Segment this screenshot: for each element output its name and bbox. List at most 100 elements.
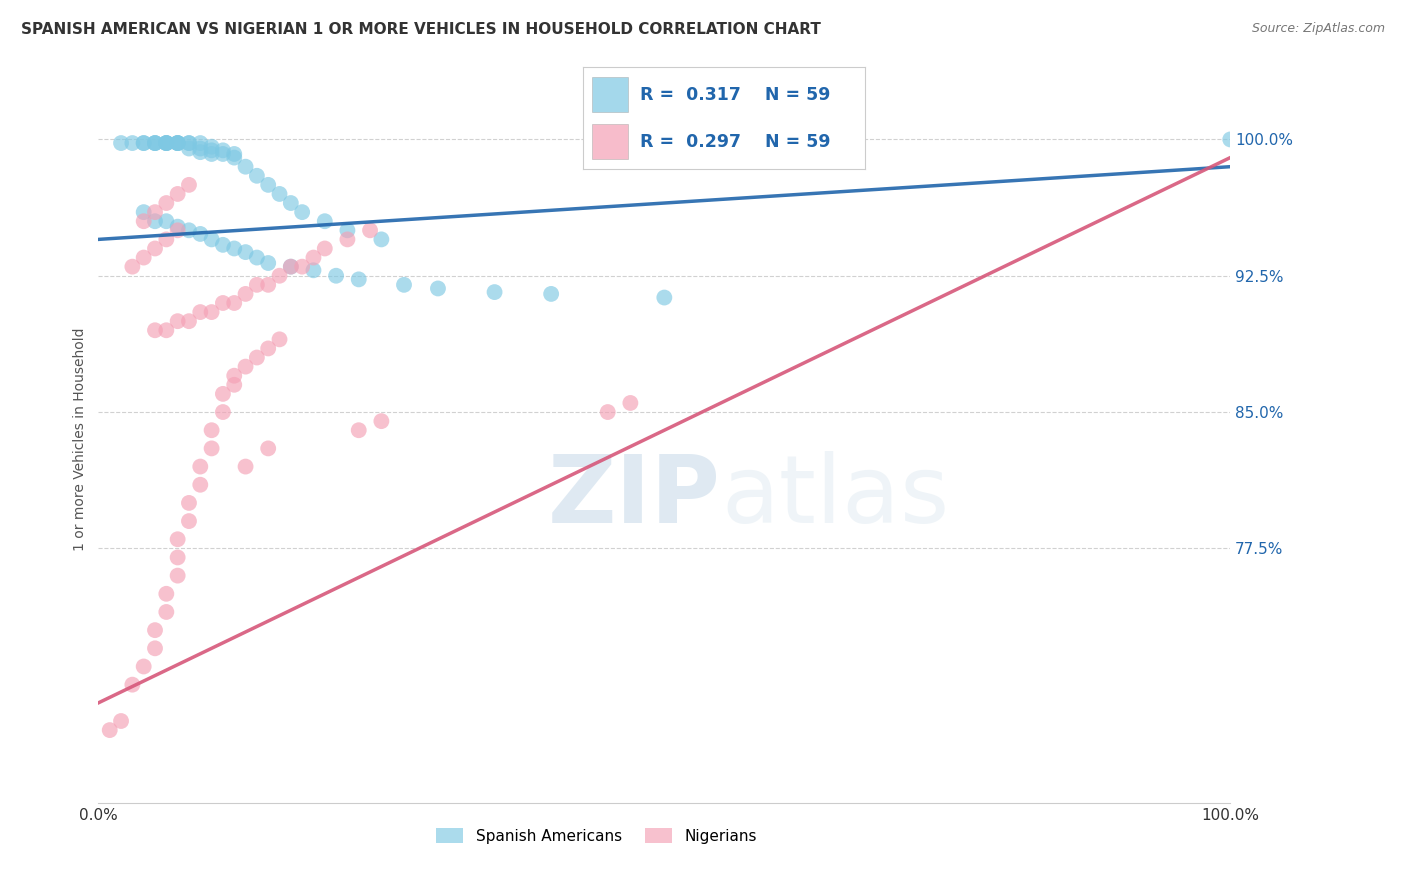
Point — [166, 314, 188, 328]
Point — [177, 178, 200, 192]
Point — [212, 405, 235, 419]
Point — [98, 723, 121, 737]
Text: SPANISH AMERICAN VS NIGERIAN 1 OR MORE VEHICLES IN HOUSEHOLD CORRELATION CHART: SPANISH AMERICAN VS NIGERIAN 1 OR MORE V… — [21, 22, 821, 37]
Point — [132, 251, 155, 265]
Point — [347, 423, 370, 437]
Point — [224, 377, 246, 392]
Point — [132, 136, 155, 150]
Point — [143, 242, 166, 256]
Legend: Spanish Americans, Nigerians: Spanish Americans, Nigerians — [430, 822, 763, 850]
Point — [224, 151, 246, 165]
Point — [1219, 132, 1241, 146]
Point — [201, 423, 224, 437]
Point — [155, 196, 177, 211]
Point — [188, 227, 211, 241]
Point — [257, 256, 280, 270]
Point — [257, 442, 280, 456]
Point — [370, 232, 392, 246]
Point — [257, 277, 280, 292]
Point — [188, 145, 211, 160]
Point — [166, 136, 188, 150]
Point — [143, 136, 166, 150]
Point — [201, 442, 224, 456]
Point — [177, 223, 200, 237]
Point — [235, 160, 257, 174]
Point — [359, 223, 381, 237]
Point — [121, 260, 143, 274]
Point — [155, 136, 177, 150]
Point — [166, 223, 188, 237]
Point — [280, 196, 302, 211]
Point — [155, 136, 177, 150]
Point — [246, 351, 269, 365]
Point — [246, 251, 269, 265]
Point — [370, 414, 392, 428]
Point — [540, 286, 562, 301]
Point — [224, 368, 246, 383]
Point — [132, 205, 155, 219]
Point — [143, 214, 166, 228]
Point — [188, 141, 211, 155]
Point — [188, 136, 211, 150]
Point — [325, 268, 347, 283]
Point — [166, 568, 188, 582]
Bar — [592, 77, 628, 112]
Point — [143, 205, 166, 219]
Point — [155, 214, 177, 228]
Point — [212, 237, 235, 252]
Point — [155, 136, 177, 150]
Point — [166, 533, 188, 547]
Point — [177, 141, 200, 155]
Point — [224, 296, 246, 310]
Point — [155, 136, 177, 150]
Point — [132, 659, 155, 673]
Point — [201, 305, 224, 319]
Point — [188, 459, 211, 474]
Point — [166, 136, 188, 150]
Point — [155, 587, 177, 601]
Point — [336, 223, 359, 237]
Text: R =  0.297    N = 59: R = 0.297 N = 59 — [640, 133, 830, 151]
Point — [166, 136, 188, 150]
Point — [155, 605, 177, 619]
Point — [235, 359, 257, 374]
Point — [257, 178, 280, 192]
Point — [336, 232, 359, 246]
Point — [235, 459, 257, 474]
Point — [166, 550, 188, 565]
Point — [427, 281, 450, 295]
Point — [314, 214, 336, 228]
Point — [596, 405, 619, 419]
Point — [280, 260, 302, 274]
Point — [177, 136, 200, 150]
Point — [177, 136, 200, 150]
Point — [201, 232, 224, 246]
Point — [224, 242, 246, 256]
Point — [212, 144, 235, 158]
Point — [166, 219, 188, 234]
Point — [155, 232, 177, 246]
Point — [201, 144, 224, 158]
Point — [235, 286, 257, 301]
Point — [132, 136, 155, 150]
Point — [224, 147, 246, 161]
Point — [652, 291, 676, 305]
Point — [110, 136, 132, 150]
Bar — [592, 124, 628, 159]
Point — [188, 477, 211, 491]
Point — [302, 251, 325, 265]
Point — [246, 169, 269, 183]
Y-axis label: 1 or more Vehicles in Household: 1 or more Vehicles in Household — [73, 327, 87, 551]
Point — [212, 387, 235, 401]
Point — [177, 496, 200, 510]
Point — [143, 623, 166, 637]
Point — [143, 136, 166, 150]
Point — [177, 314, 200, 328]
Point — [121, 136, 143, 150]
Point — [269, 268, 291, 283]
Point — [291, 205, 314, 219]
Point — [291, 260, 314, 274]
Text: Source: ZipAtlas.com: Source: ZipAtlas.com — [1251, 22, 1385, 36]
Point — [110, 714, 132, 728]
Text: atlas: atlas — [721, 451, 949, 543]
